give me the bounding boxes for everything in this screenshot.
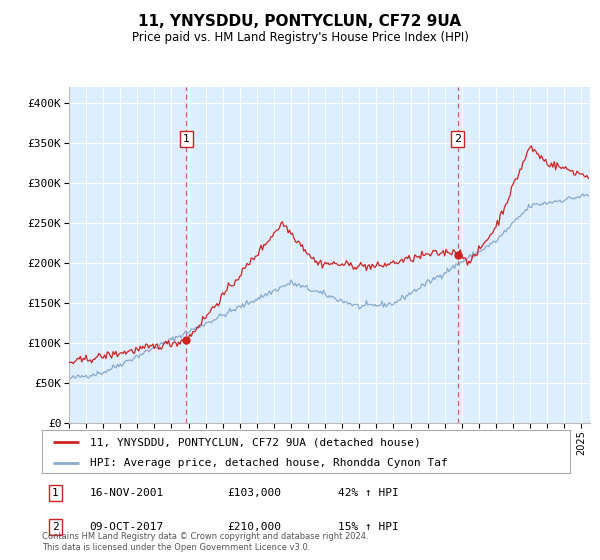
Text: Contains HM Land Registry data © Crown copyright and database right 2024.
This d: Contains HM Land Registry data © Crown c… bbox=[42, 532, 368, 552]
Text: £103,000: £103,000 bbox=[227, 488, 281, 498]
Text: 11, YNYSDDU, PONTYCLUN, CF72 9UA: 11, YNYSDDU, PONTYCLUN, CF72 9UA bbox=[139, 14, 461, 29]
Text: 15% ↑ HPI: 15% ↑ HPI bbox=[338, 522, 398, 532]
Text: £210,000: £210,000 bbox=[227, 522, 281, 532]
Text: 2: 2 bbox=[454, 134, 461, 144]
Text: 1: 1 bbox=[52, 488, 59, 498]
Text: 09-OCT-2017: 09-OCT-2017 bbox=[89, 522, 164, 532]
Text: 42% ↑ HPI: 42% ↑ HPI bbox=[338, 488, 398, 498]
Text: HPI: Average price, detached house, Rhondda Cynon Taf: HPI: Average price, detached house, Rhon… bbox=[89, 458, 447, 468]
Text: 1: 1 bbox=[183, 134, 190, 144]
Text: 2: 2 bbox=[52, 522, 59, 532]
Text: Price paid vs. HM Land Registry's House Price Index (HPI): Price paid vs. HM Land Registry's House … bbox=[131, 31, 469, 44]
Text: 16-NOV-2001: 16-NOV-2001 bbox=[89, 488, 164, 498]
Text: 11, YNYSDDU, PONTYCLUN, CF72 9UA (detached house): 11, YNYSDDU, PONTYCLUN, CF72 9UA (detach… bbox=[89, 437, 420, 447]
